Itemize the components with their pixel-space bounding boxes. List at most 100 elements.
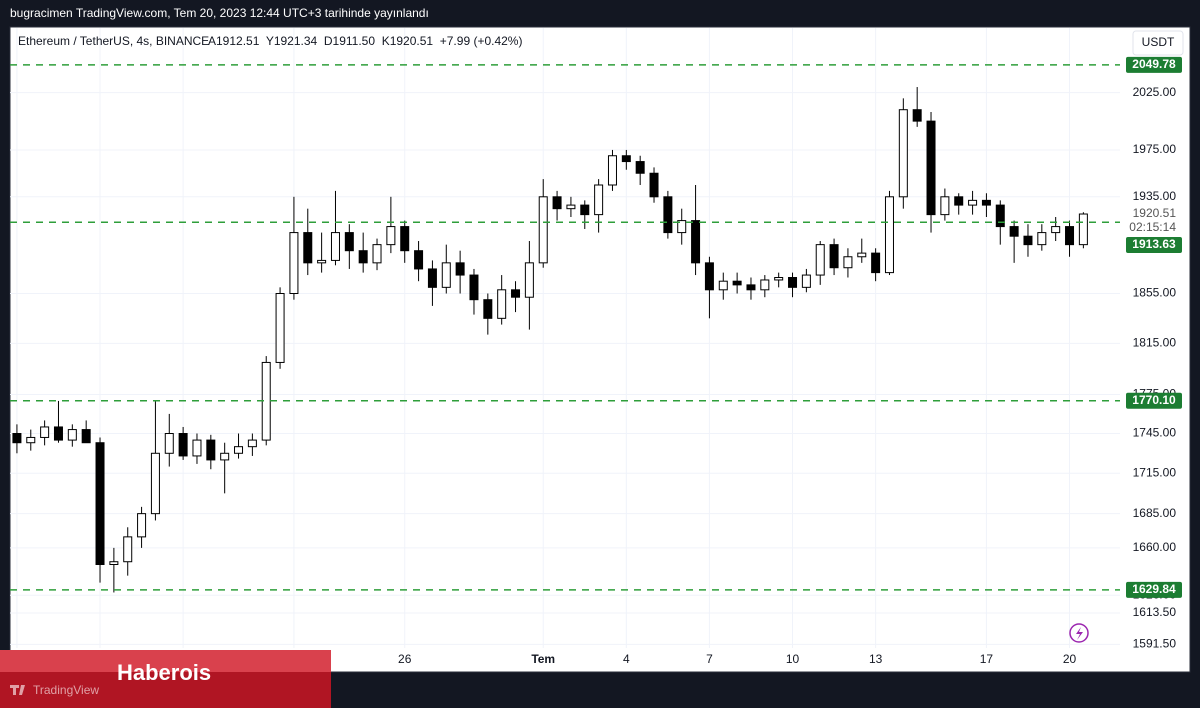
level-label-box xyxy=(1126,56,1182,73)
candle-body xyxy=(469,274,479,301)
candle-body xyxy=(95,442,105,566)
candle-body xyxy=(677,220,687,234)
y-tick-label: 1591.50 xyxy=(1133,637,1177,651)
y-tick-label: 1715.00 xyxy=(1133,465,1177,479)
candle-body xyxy=(67,429,77,441)
candle-body xyxy=(995,204,1005,228)
candle-body xyxy=(912,109,922,122)
y-tick-label: 1935.00 xyxy=(1133,189,1177,203)
level-label-box xyxy=(1126,392,1182,409)
level-label: 2049.78 xyxy=(1132,57,1176,71)
brand-banner-bottom xyxy=(0,672,331,708)
candle-body xyxy=(192,439,202,457)
candle-body xyxy=(760,279,770,291)
candle-body xyxy=(441,262,451,288)
candle-body xyxy=(968,199,978,206)
candle-body xyxy=(1023,235,1033,246)
candles xyxy=(12,87,1088,593)
level-label-box xyxy=(1126,237,1182,254)
symbol-title: Ethereum / TetherUS, 4s, BINANCE xyxy=(18,34,209,48)
x-tick-label: Tem xyxy=(531,652,555,666)
candle-body xyxy=(386,226,396,246)
y-tick-label: 1815.00 xyxy=(1133,336,1177,350)
candle-body xyxy=(663,196,673,234)
currency-label[interactable]: USDT xyxy=(1142,35,1175,49)
x-tick-label: 26 xyxy=(398,652,412,666)
candle-body xyxy=(400,226,410,252)
candle-body xyxy=(871,252,881,274)
brand-banner xyxy=(0,650,331,672)
candle-body xyxy=(234,446,244,454)
candle-body xyxy=(123,536,133,563)
grid xyxy=(10,28,1120,648)
candle-body xyxy=(455,262,465,276)
candle-body xyxy=(40,426,50,438)
candle-body xyxy=(829,244,839,269)
x-tick-label: 13 xyxy=(869,652,883,666)
y-tick-label: 1685.00 xyxy=(1133,506,1177,520)
candle-body xyxy=(1009,226,1019,237)
candle-body xyxy=(1051,226,1061,234)
y-tick-label: 1855.00 xyxy=(1133,286,1177,300)
candle-body xyxy=(704,262,714,291)
candle-body xyxy=(691,220,701,264)
candle-body xyxy=(607,155,617,186)
candle-body xyxy=(1078,213,1088,246)
candle-body xyxy=(954,196,964,206)
y-tick-label: 2025.00 xyxy=(1133,85,1177,99)
candle-body xyxy=(247,439,257,448)
candle-body xyxy=(898,109,908,198)
candle-body xyxy=(580,204,590,216)
level-label: 1913.63 xyxy=(1132,237,1176,251)
candle-body xyxy=(12,433,22,444)
candle-body xyxy=(511,289,521,298)
attribution: bugracimen TradingView.com, Tem 20, 2023… xyxy=(10,6,429,20)
ohlc-legend: A1912.51 Y1921.34 D1911.50 K1920.51 +7.9… xyxy=(208,34,522,48)
candle-body xyxy=(344,232,354,252)
candle-body xyxy=(150,452,160,515)
y-tick-label: 1660.00 xyxy=(1133,540,1177,554)
y-tick-label: 1613.50 xyxy=(1133,605,1177,619)
candle-body xyxy=(330,232,340,261)
candle-body xyxy=(289,232,299,295)
x-tick-label: 7 xyxy=(706,652,713,666)
candle-body xyxy=(81,429,91,444)
candle-body xyxy=(594,184,604,216)
candle-body xyxy=(815,244,825,276)
candle-body xyxy=(372,244,382,264)
candle-body xyxy=(981,199,991,206)
x-tick-label: 17 xyxy=(980,652,994,666)
candle-body xyxy=(220,452,230,461)
candle-body xyxy=(649,172,659,198)
candle-body xyxy=(414,250,424,270)
last-price-label: 1920.51 xyxy=(1133,206,1177,220)
candle-body xyxy=(358,250,368,264)
candle-body xyxy=(483,299,493,319)
axes: 2025.001975.001935.001855.001815.001775.… xyxy=(10,56,1182,666)
candle-body xyxy=(940,196,950,216)
candle-body xyxy=(317,259,327,264)
candle-body xyxy=(926,120,936,216)
candle-body xyxy=(1065,226,1075,246)
currency-button[interactable] xyxy=(1132,30,1184,56)
candle-body xyxy=(774,277,784,281)
y-tick-label: 1975.00 xyxy=(1133,142,1177,156)
candle-body xyxy=(1037,232,1047,246)
candle-body xyxy=(137,513,147,538)
chart-area xyxy=(9,26,1191,673)
candle-body xyxy=(718,280,728,291)
x-tick-label: 10 xyxy=(786,652,800,666)
brand-name: Haberois xyxy=(117,660,211,685)
candle-body xyxy=(746,284,756,291)
level-label: 1629.84 xyxy=(1132,582,1176,596)
alert-icon[interactable] xyxy=(1069,623,1089,643)
candle-body xyxy=(303,232,313,264)
candle-body xyxy=(524,262,534,298)
candle-body xyxy=(788,277,798,288)
level-label-box xyxy=(1126,581,1182,598)
y-tick-label: 1745.00 xyxy=(1133,426,1177,440)
candle-body xyxy=(732,280,742,286)
candle-body xyxy=(566,204,576,210)
